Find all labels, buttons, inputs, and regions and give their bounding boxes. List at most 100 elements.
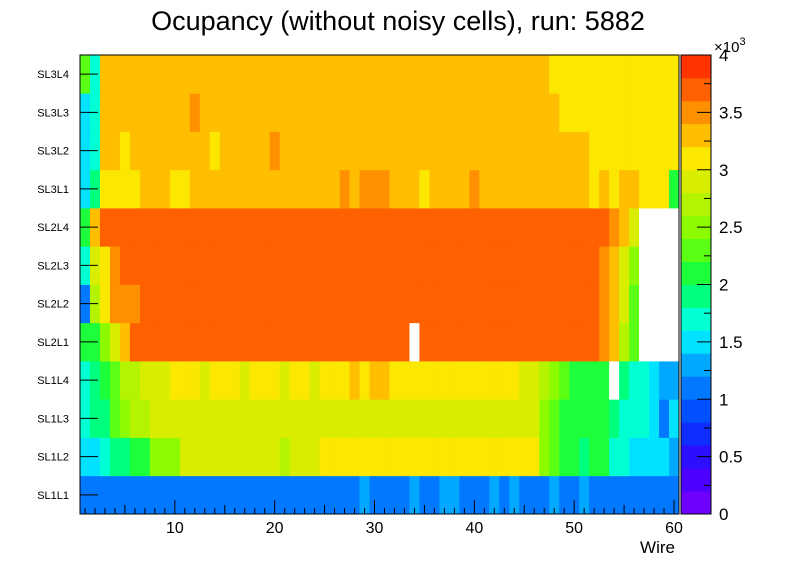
heatmap-cell	[229, 475, 241, 515]
heatmap-cell	[339, 284, 350, 324]
heatmap-cell	[539, 284, 550, 324]
heatmap-cell	[369, 131, 380, 171]
heatmap-cell	[529, 399, 540, 438]
heatmap-cell	[639, 93, 650, 132]
heatmap-cell	[219, 361, 231, 400]
heatmap-cell	[559, 284, 570, 324]
heatmap-cell	[389, 246, 400, 285]
y-tick-label: SL2L1	[37, 337, 69, 349]
colorbar-tick-label: 4	[719, 46, 728, 65]
heatmap-cell	[439, 208, 450, 247]
heatmap-cell	[509, 208, 520, 247]
heatmap-cell	[109, 246, 121, 285]
heatmap-cell	[339, 399, 350, 438]
heatmap-cell	[99, 284, 111, 324]
heatmap-cell	[159, 399, 171, 438]
heatmap-cell	[319, 93, 330, 132]
heatmap-cell	[619, 399, 630, 438]
heatmap-cell	[109, 55, 121, 94]
heatmap-cell	[259, 361, 271, 400]
heatmap-cell	[469, 322, 480, 362]
heatmap-cell	[599, 131, 610, 171]
heatmap-cell	[189, 322, 201, 362]
heatmap-cell	[259, 246, 271, 285]
heatmap-cell	[479, 475, 490, 515]
heatmap-cell	[589, 169, 600, 209]
heatmap-cell	[209, 361, 221, 400]
heatmap-cell	[639, 475, 650, 515]
heatmap-cell	[209, 399, 221, 438]
heatmap-cell	[669, 55, 680, 94]
heatmap-cell	[219, 399, 231, 438]
heatmap-cell	[329, 208, 340, 247]
heatmap-cell	[549, 437, 560, 477]
heatmap-cell	[649, 322, 660, 362]
colorbar-band	[681, 468, 711, 492]
heatmap-cell	[549, 55, 560, 94]
heatmap-cell	[309, 208, 320, 247]
heatmap-cell	[199, 169, 211, 209]
heatmap-cell	[439, 169, 450, 209]
heatmap-cell	[439, 93, 450, 132]
heatmap-cell	[369, 246, 380, 285]
heatmap-cell	[219, 322, 231, 362]
heatmap-cell	[539, 322, 550, 362]
heatmap-cell	[369, 284, 380, 324]
heatmap-cell	[399, 131, 410, 171]
heatmap-cell	[519, 131, 530, 171]
heatmap-cell	[239, 322, 251, 362]
heatmap-cell	[149, 437, 161, 477]
heatmap-cell	[379, 399, 390, 438]
colorbar-tick-label: 3	[719, 161, 728, 180]
heatmap-cell	[429, 475, 440, 515]
heatmap-cell	[629, 399, 640, 438]
colorbar-multiplier-base: ×10	[714, 39, 739, 56]
heatmap-cell	[99, 399, 111, 438]
heatmap-cell	[329, 322, 340, 362]
heatmap-cell	[569, 399, 580, 438]
heatmap-cell	[539, 55, 550, 94]
heatmap-cell	[539, 475, 550, 515]
heatmap-cell	[189, 475, 201, 515]
heatmap-cell	[129, 361, 141, 400]
heatmap-cell	[279, 208, 291, 247]
heatmap-cell	[259, 131, 271, 171]
heatmap-cell	[359, 322, 370, 362]
heatmap-cell	[139, 246, 151, 285]
heatmap-cell	[429, 169, 440, 209]
heatmap-cell	[459, 284, 470, 324]
heatmap-cell	[169, 55, 181, 94]
heatmap-cell	[509, 93, 520, 132]
heatmap-cell	[159, 437, 171, 477]
heatmap-cell	[129, 437, 141, 477]
heatmap-cell	[589, 93, 600, 132]
heatmap-cell	[589, 475, 600, 515]
heatmap-cell	[609, 475, 620, 515]
heatmap-cell	[169, 437, 181, 477]
heatmap-cell	[309, 322, 320, 362]
heatmap-cell	[169, 208, 181, 247]
heatmap-cell	[479, 399, 490, 438]
heatmap-cell	[539, 208, 550, 247]
heatmap-cell	[419, 322, 430, 362]
heatmap-cell	[649, 208, 660, 247]
heatmap-cell	[329, 169, 340, 209]
heatmap-cell	[619, 246, 630, 285]
heatmap-cell	[359, 475, 370, 515]
heatmap-cell	[289, 322, 301, 362]
heatmap-cell	[269, 55, 281, 94]
heatmap-cell	[289, 93, 301, 132]
heatmap-cell	[219, 208, 231, 247]
heatmap-cell	[139, 169, 151, 209]
heatmap-cell	[659, 169, 670, 209]
heatmap-cell	[349, 169, 360, 209]
heatmap-cell	[159, 361, 171, 400]
heatmap-cell	[529, 284, 540, 324]
heatmap-cell	[459, 361, 470, 400]
heatmap-cell	[179, 361, 191, 400]
heatmap-cell	[169, 322, 181, 362]
heatmap-cell	[599, 361, 610, 400]
heatmap-cell	[459, 399, 470, 438]
heatmap-cell	[289, 169, 301, 209]
heatmap-cell	[639, 284, 650, 324]
